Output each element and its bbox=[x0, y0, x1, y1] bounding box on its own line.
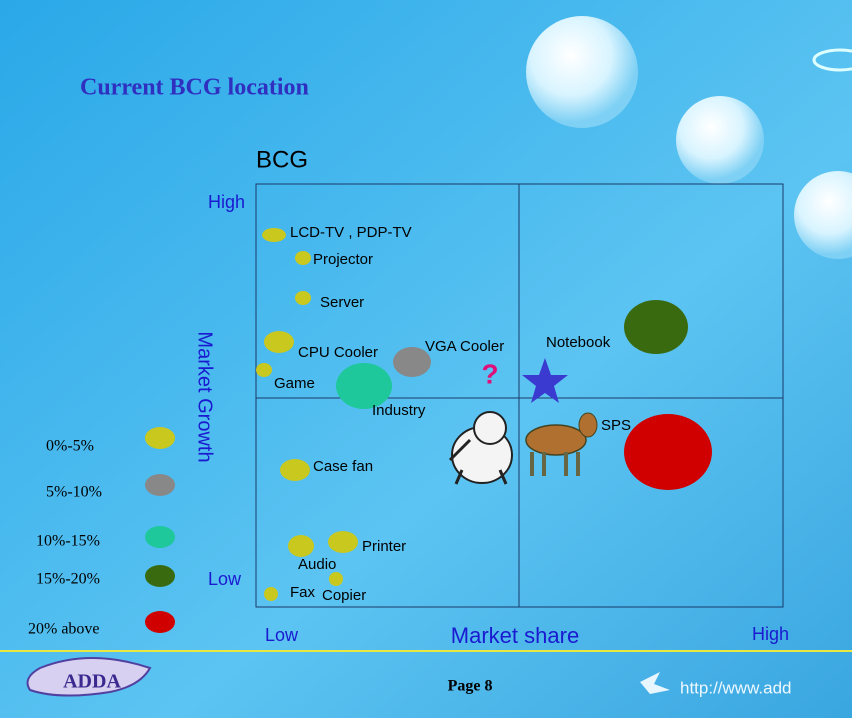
legend-label: 10%-15% bbox=[36, 533, 100, 550]
item-label: LCD-TV , PDP-TV bbox=[290, 224, 412, 241]
legend-label: 20% above bbox=[28, 621, 100, 638]
item-label: CPU Cooler bbox=[298, 344, 378, 361]
slide-title: Current BCG location bbox=[80, 75, 309, 101]
legend-swatch bbox=[145, 427, 175, 449]
matrix-title: BCG bbox=[256, 146, 308, 173]
x-low: Low bbox=[265, 625, 299, 645]
bubble bbox=[262, 228, 286, 242]
bubble bbox=[295, 251, 311, 265]
item-label: Game bbox=[274, 375, 315, 392]
item-label: Fax bbox=[290, 584, 316, 601]
item-label: Industry bbox=[372, 402, 426, 419]
bubble bbox=[624, 300, 688, 354]
y-axis-label: Market Growth bbox=[194, 331, 216, 462]
y-high: High bbox=[208, 192, 245, 212]
item-label: SPS bbox=[601, 417, 631, 434]
logo-text: ADDA bbox=[63, 671, 121, 693]
item-label: Case fan bbox=[313, 458, 373, 475]
slide: Current BCG location BCG High Low Market… bbox=[0, 0, 852, 718]
bubble bbox=[624, 414, 712, 490]
bubble bbox=[280, 459, 310, 481]
bubble bbox=[328, 531, 358, 553]
legend-swatch bbox=[145, 565, 175, 587]
decor-sphere bbox=[676, 96, 764, 184]
bubble bbox=[288, 535, 314, 557]
x-high: High bbox=[752, 624, 789, 644]
bubble bbox=[264, 587, 278, 601]
y-low: Low bbox=[208, 569, 242, 589]
bubble bbox=[256, 363, 272, 377]
question-mark: ? bbox=[481, 358, 498, 389]
item-label: Server bbox=[320, 294, 364, 311]
legend-swatch bbox=[145, 526, 175, 548]
bubble bbox=[295, 291, 311, 305]
legend-label: 5%-10% bbox=[46, 484, 102, 501]
bubble bbox=[264, 331, 294, 353]
decor-sphere bbox=[526, 16, 638, 128]
legend-swatch bbox=[145, 474, 175, 496]
slide-canvas: Current BCG location BCG High Low Market… bbox=[0, 0, 852, 718]
bubble bbox=[329, 572, 343, 586]
item-label: VGA Cooler bbox=[425, 338, 504, 355]
item-label: Notebook bbox=[546, 334, 611, 351]
legend-label: 15%-20% bbox=[36, 571, 100, 588]
item-label: Printer bbox=[362, 538, 406, 555]
item-label: Projector bbox=[313, 251, 373, 268]
legend-swatch bbox=[145, 611, 175, 633]
page-number: Page 8 bbox=[448, 678, 493, 695]
legend-label: 0%-5% bbox=[46, 438, 94, 455]
url: http://www.add bbox=[680, 678, 792, 697]
x-axis-label: Market share bbox=[451, 623, 579, 648]
item-label: Audio bbox=[298, 556, 336, 573]
item-label: Copier bbox=[322, 587, 366, 604]
